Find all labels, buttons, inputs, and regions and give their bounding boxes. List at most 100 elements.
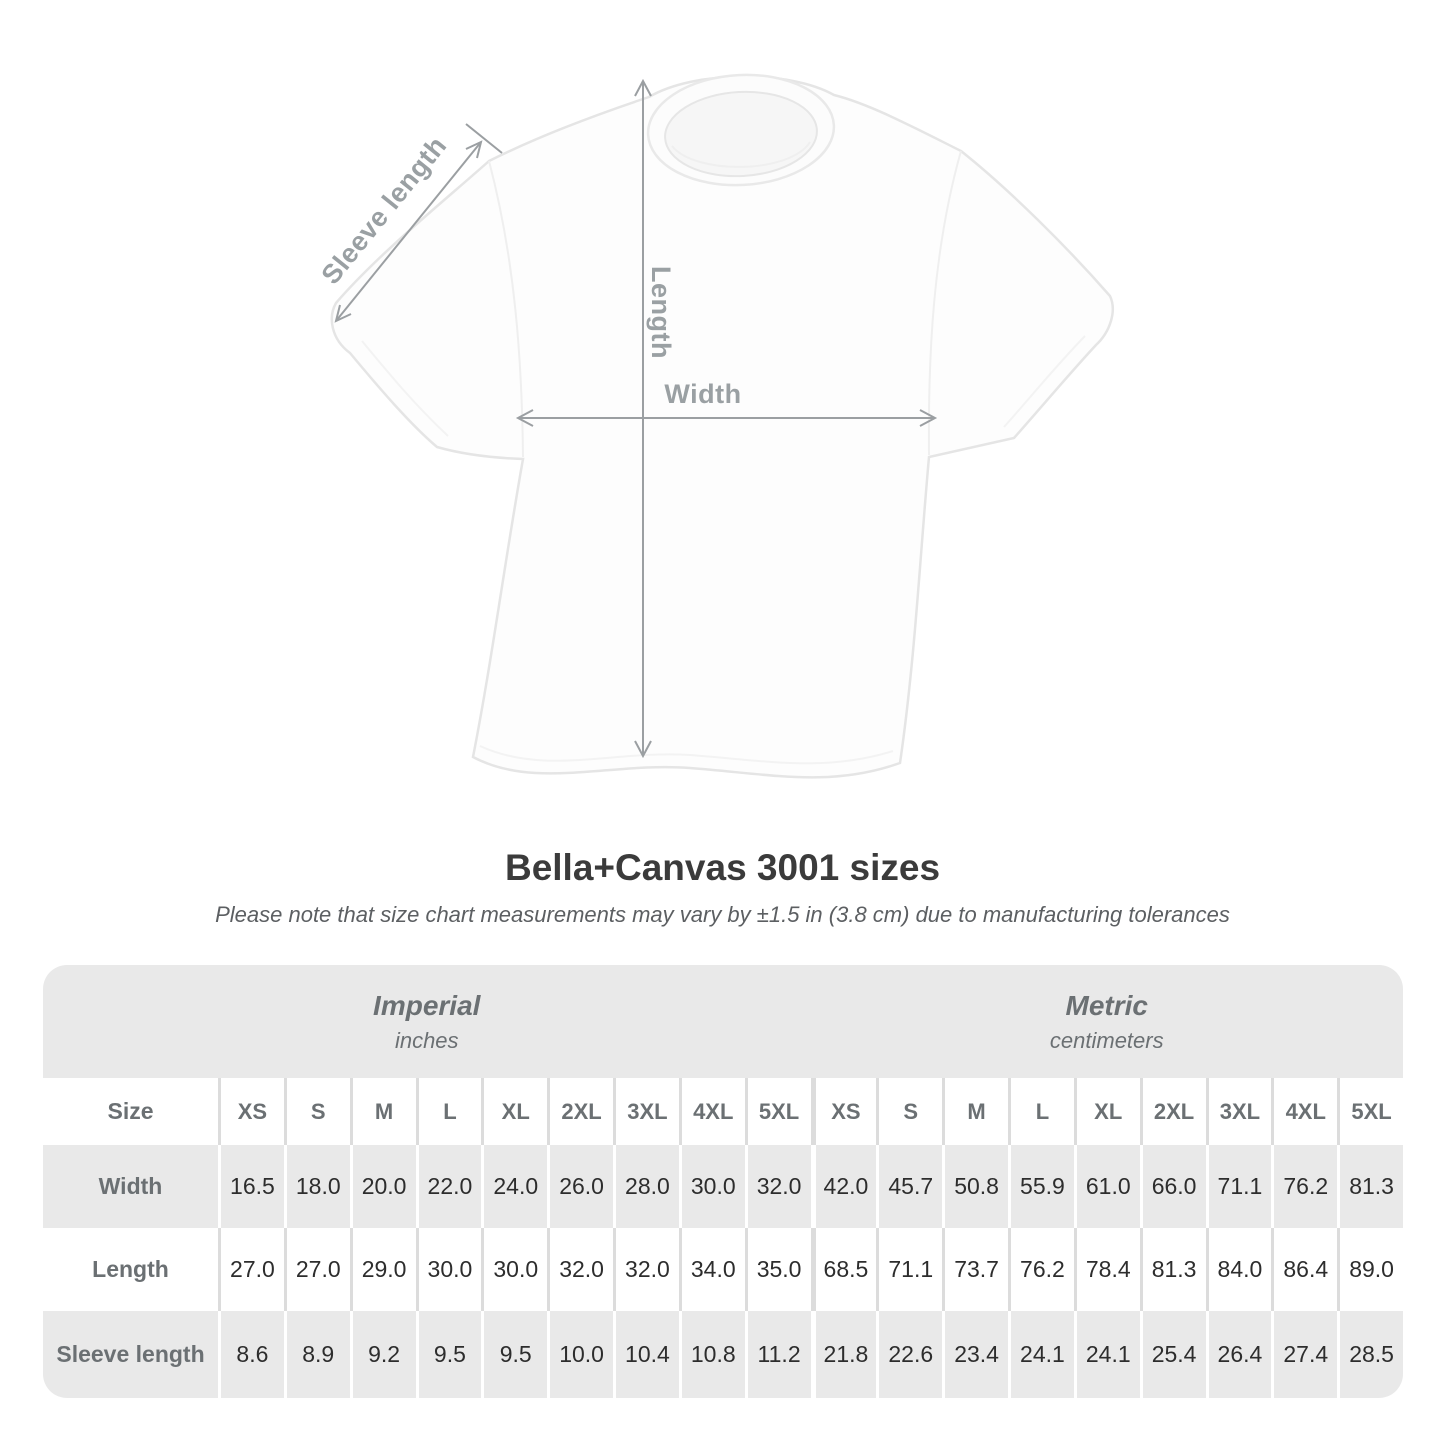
- row-label-length: Length: [43, 1228, 218, 1311]
- sleeve-metric-m: 23.4: [942, 1311, 1008, 1398]
- length-imperial-5xl: 35.0: [744, 1228, 811, 1311]
- size-corner-header: Size: [43, 1078, 218, 1145]
- imperial-group-name: Imperial: [373, 989, 481, 1021]
- sleeve-imperial-5xl: 11.2: [744, 1311, 811, 1398]
- width-imperial-3xl: 28.0: [613, 1145, 679, 1228]
- sleeve-imperial-s: 8.9: [283, 1311, 350, 1398]
- row-label-sleeve-length: Sleeve length: [43, 1311, 218, 1398]
- sleeve-metric-3xl: 26.4: [1205, 1311, 1272, 1398]
- col-header-imperial-xl: XL: [481, 1078, 548, 1145]
- metric-group-unit: centimeters: [1049, 1027, 1164, 1053]
- col-header-metric-5xl: 5XL: [1337, 1078, 1403, 1145]
- sleeve-imperial-m: 9.2: [349, 1311, 416, 1398]
- col-header-imperial-3xl: 3XL: [613, 1078, 679, 1145]
- width-imperial-xs: 16.5: [218, 1145, 284, 1228]
- arrowhead-upright-icon: [465, 140, 483, 159]
- width-imperial-xl: 24.0: [481, 1145, 548, 1228]
- length-metric-xl: 78.4: [1073, 1228, 1140, 1311]
- col-header-metric-xs: XS: [810, 1078, 877, 1145]
- tolerance-note: Please note that size chart measurements…: [215, 902, 1230, 927]
- width-imperial-5xl: 32.0: [744, 1145, 811, 1228]
- left-cuff-fold: [361, 340, 449, 437]
- length-metric-l: 76.2: [1008, 1228, 1074, 1311]
- length-imperial-3xl: 32.0: [613, 1228, 679, 1311]
- width-metric-xs: 42.0: [810, 1145, 877, 1228]
- col-header-metric-l: L: [1008, 1078, 1074, 1145]
- page-title: Bella+Canvas 3001 sizes: [504, 847, 941, 888]
- sleeve-imperial-2xl: 10.0: [547, 1311, 613, 1398]
- length-imperial-xs: 27.0: [218, 1228, 284, 1311]
- length-imperial-l: 30.0: [415, 1228, 482, 1311]
- col-header-imperial-2xl: 2XL: [547, 1078, 613, 1145]
- shoulder-tick: [465, 123, 503, 154]
- metric-group-name: Metric: [1065, 989, 1148, 1021]
- sleeve-imperial-4xl: 10.8: [678, 1311, 745, 1398]
- length-label: Length: [646, 266, 676, 359]
- width-metric-m: 50.8: [942, 1145, 1008, 1228]
- col-header-imperial-xs: XS: [218, 1078, 284, 1145]
- width-imperial-l: 22.0: [415, 1145, 482, 1228]
- width-imperial-m: 20.0: [349, 1145, 416, 1228]
- col-header-metric-m: M: [942, 1078, 1008, 1145]
- tshirt-measurement-diagram: Length Width Sleeve length: [316, 73, 1114, 779]
- imperial-group-unit: inches: [394, 1027, 459, 1053]
- arrowhead-up-icon: [634, 78, 652, 97]
- row-label-width: Width: [43, 1145, 218, 1228]
- tshirt-body: [330, 75, 1114, 779]
- sleeve-imperial-xl: 9.5: [481, 1311, 548, 1398]
- sleeve-metric-xs: 21.8: [810, 1311, 877, 1398]
- sleeve-metric-4xl: 27.4: [1271, 1311, 1338, 1398]
- width-metric-4xl: 76.2: [1271, 1145, 1338, 1228]
- hem-stitch-line: [479, 745, 894, 765]
- width-metric-2xl: 66.0: [1139, 1145, 1206, 1228]
- length-metric-s: 71.1: [876, 1228, 943, 1311]
- length-imperial-4xl: 34.0: [678, 1228, 745, 1311]
- length-metric-5xl: 89.0: [1337, 1228, 1403, 1311]
- col-header-metric-2xl: 2XL: [1139, 1078, 1206, 1145]
- right-cuff-fold: [1003, 335, 1086, 428]
- col-header-metric-3xl: 3XL: [1205, 1078, 1272, 1145]
- sleeve-metric-xl: 24.1: [1073, 1311, 1140, 1398]
- sleeve-metric-5xl: 28.5: [1337, 1311, 1403, 1398]
- length-metric-3xl: 84.0: [1205, 1228, 1272, 1311]
- sleeve-imperial-3xl: 10.4: [613, 1311, 679, 1398]
- metric-group-header: Metric centimeters: [810, 965, 1403, 1078]
- length-metric-xs: 68.5: [810, 1228, 877, 1311]
- length-imperial-2xl: 32.0: [547, 1228, 613, 1311]
- width-imperial-4xl: 30.0: [678, 1145, 745, 1228]
- collar-inner-shadow: [671, 141, 811, 168]
- length-metric-2xl: 81.3: [1139, 1228, 1206, 1311]
- width-imperial-s: 18.0: [283, 1145, 350, 1228]
- col-header-metric-s: S: [876, 1078, 943, 1145]
- length-imperial-s: 27.0: [283, 1228, 350, 1311]
- collar-opening: [664, 90, 818, 178]
- width-metric-xl: 61.0: [1073, 1145, 1140, 1228]
- length-imperial-m: 29.0: [349, 1228, 416, 1311]
- tshirt-illustration: [330, 73, 1114, 779]
- length-imperial-xl: 30.0: [481, 1228, 548, 1311]
- col-header-imperial-5xl: 5XL: [744, 1078, 811, 1145]
- width-metric-5xl: 81.3: [1337, 1145, 1403, 1228]
- col-header-metric-4xl: 4XL: [1271, 1078, 1338, 1145]
- sleeve-metric-2xl: 25.4: [1139, 1311, 1206, 1398]
- width-metric-3xl: 71.1: [1205, 1145, 1272, 1228]
- width-imperial-2xl: 26.0: [547, 1145, 613, 1228]
- imperial-group-header: Imperial inches: [43, 965, 811, 1078]
- length-metric-4xl: 86.4: [1271, 1228, 1338, 1311]
- width-metric-l: 55.9: [1008, 1145, 1074, 1228]
- width-dimension: Width: [515, 379, 938, 427]
- arrowhead-left-icon: [515, 409, 534, 427]
- sleeve-metric-l: 24.1: [1008, 1311, 1074, 1398]
- col-header-metric-xl: XL: [1073, 1078, 1140, 1145]
- width-metric-s: 45.7: [876, 1145, 943, 1228]
- sleeve-imperial-l: 9.5: [415, 1311, 482, 1398]
- arrowhead-downleft-icon: [334, 304, 352, 323]
- arrowhead-down-icon: [634, 740, 652, 759]
- left-armhole-seam: [488, 160, 524, 458]
- sleeve-imperial-xs: 8.6: [218, 1311, 284, 1398]
- sleeve-metric-s: 22.6: [876, 1311, 943, 1398]
- width-label: Width: [664, 379, 741, 409]
- col-header-imperial-m: M: [349, 1078, 416, 1145]
- col-header-imperial-l: L: [415, 1078, 482, 1145]
